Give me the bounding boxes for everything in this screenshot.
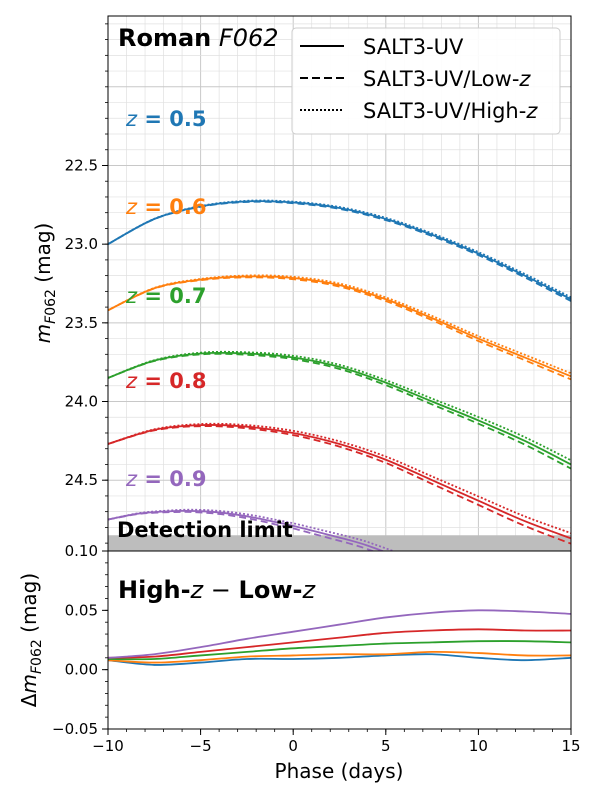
difference-curves	[108, 609, 571, 666]
light-curves	[108, 199, 571, 551]
curve-lowz-z0.9	[108, 510, 376, 551]
bottom-x-ticks: −10 −5 0 5 10 15	[92, 729, 581, 755]
top-panel: 22.5 23.0 23.5 24.0 24.5 Roman F062 Detectio…	[31, 15, 572, 552]
bottom-y-tick-label: 0.00	[65, 661, 98, 679]
top-y-ticks: 22.5 23.0 23.5 24.0 24.5	[65, 23, 108, 544]
top-panel-title: Roman F062	[118, 24, 279, 52]
delta-curve-z0.6	[108, 650, 571, 664]
delta-curve-z0.7	[108, 640, 571, 661]
top-y-tick-label: 22.5	[65, 156, 98, 174]
top-y-axis-label: mF062 (mag)	[31, 223, 59, 344]
top-y-tick-label: 24.5	[65, 471, 98, 489]
bottom-y-tick-label: 0.05	[65, 601, 98, 619]
series-label-z0.9: z = 0.9	[125, 467, 206, 491]
x-tick-label: −5	[190, 737, 212, 755]
detection-limit-label: Detection limit	[117, 518, 293, 542]
legend-label-salt3uv: SALT3-UV	[363, 35, 464, 59]
legend: SALT3-UV SALT3-UV/Low-z SALT3-UV/High-z	[291, 27, 561, 135]
top-y-tick-label: 24.0	[65, 393, 98, 411]
curve-highz-z0.9	[108, 508, 396, 551]
legend-box	[291, 27, 561, 135]
curve-highz-z0.6	[108, 274, 571, 375]
curve-lowz-z0.7	[108, 352, 571, 470]
legend-label-lowz: SALT3-UV/Low-z	[363, 67, 531, 91]
detection-limit-band	[108, 535, 571, 551]
series-label-z0.5: z = 0.5	[125, 107, 206, 131]
series-label-z0.6: z = 0.6	[125, 195, 206, 219]
series-label-z0.7: z = 0.7	[125, 284, 206, 308]
curve-salt3uv-z0.9	[108, 509, 386, 551]
legend-label-highz: SALT3-UV/High-z	[363, 99, 538, 123]
top-y-tick-label: 23.0	[65, 235, 98, 253]
x-tick-label: −10	[92, 737, 124, 755]
delta-curve-z0.8	[108, 628, 571, 659]
x-tick-label: 10	[469, 737, 488, 755]
bottom-y-ticks: −0.05 0.00 0.05 0.10	[52, 542, 108, 738]
x-axis-label: Phase (days)	[275, 759, 404, 783]
bottom-y-tick-label: −0.05	[52, 720, 98, 738]
delta-curve-z0.9	[108, 609, 571, 659]
top-y-tick-label: 23.5	[65, 314, 98, 332]
curve-highz-z0.5	[108, 199, 571, 299]
bottom-y-axis-label: ΔmF062 (mag)	[17, 573, 45, 707]
curve-salt3uv-z0.5	[108, 200, 571, 301]
bottom-panel-title: High-z − Low-z	[118, 576, 316, 604]
bottom-y-tick-label: 0.10	[65, 542, 98, 560]
series-label-z0.8: z = 0.8	[125, 369, 206, 393]
curve-highz-z0.8	[108, 422, 571, 534]
curve-lowz-z0.6	[108, 276, 571, 381]
curve-highz-z0.7	[108, 350, 571, 462]
bottom-panel: −0.05 0.00 0.05 0.10 −10 −5 0 5 10 15 High-z − L…	[17, 542, 581, 783]
title-bold: Roman	[118, 24, 211, 52]
series-labels: z = 0.5 z = 0.6 z = 0.7 z = 0.8 z = 0.9	[125, 107, 206, 491]
curve-lowz-z0.8	[108, 425, 571, 545]
x-tick-label: 15	[561, 737, 580, 755]
x-tick-label: 0	[288, 737, 298, 755]
delta-curve-z0.5	[108, 653, 571, 666]
bottom-axes-frame	[107, 550, 572, 730]
x-tick-label: 5	[381, 737, 391, 755]
title-italic: F062	[219, 24, 279, 52]
curve-lowz-z0.5	[108, 200, 571, 302]
